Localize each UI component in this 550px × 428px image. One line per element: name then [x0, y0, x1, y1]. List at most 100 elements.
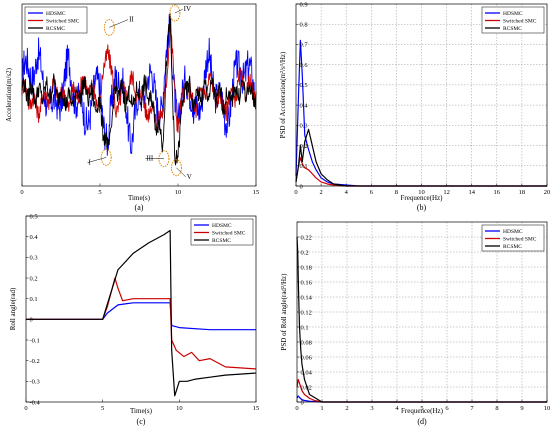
x-tick-label: 4: [395, 405, 399, 412]
annotation-label: III: [146, 155, 154, 163]
x-tick-label: 2: [345, 405, 348, 412]
y-tick-label: 0.12: [301, 309, 312, 316]
legend-label: HDSMC: [212, 223, 232, 229]
y-tick-label: 0.8: [300, 22, 308, 29]
legend-label: RCSMC: [503, 26, 522, 32]
x-tick-label: 20: [544, 189, 550, 196]
y-tick-label: 0.6: [300, 62, 309, 69]
y-tick-label: 0: [301, 399, 304, 406]
annotation-leader: [109, 19, 129, 28]
x-tick-label: 9: [520, 405, 523, 412]
x-tick-label: 6: [445, 405, 449, 412]
y-tick-label: 0.02: [301, 384, 312, 391]
x-tick-label: 5: [420, 405, 423, 412]
y-tick-label: 0.4: [300, 102, 309, 109]
y-tick-label: 0.1: [30, 296, 38, 303]
y-tick-label: 0.5: [30, 213, 38, 220]
x-tick-label: 8: [395, 189, 398, 196]
x-tick-label: 7: [470, 405, 474, 412]
panel-caption: (b): [417, 203, 427, 212]
legend-label: RCSMC: [503, 244, 522, 250]
legend-label: Switched SMC: [46, 19, 80, 25]
plot-frame: [21, 3, 257, 187]
y-tick-label: 0.3: [30, 255, 38, 262]
x-tick-label: 5: [101, 405, 104, 412]
plot-area: [26, 216, 256, 402]
y-tick-label: 0.9: [300, 1, 308, 8]
x-tick-label: 4: [345, 189, 349, 196]
x-tick-label: 15: [253, 189, 260, 196]
panel-caption: (d): [417, 417, 427, 426]
y-tick-label: -0.4: [30, 399, 41, 406]
y-tick-label: 0.3: [300, 123, 308, 130]
x-axis-label: Frequence(Hz): [401, 407, 444, 415]
panel-caption: (a): [135, 203, 144, 212]
x-tick-label: 0: [24, 405, 27, 412]
y-tick-label: 0.2: [301, 249, 309, 256]
chart-c: 0 5 10 15 -0.4 -0.3 -0.2 -0.1 0 0.1 0.2 0.3 0.4 0.5 Ti…: [9, 213, 259, 426]
annotation-marker: [100, 148, 112, 166]
x-axis-label: Frequence(Hz): [401, 194, 444, 202]
y-axis-label: Roll angle(rad): [9, 287, 17, 330]
annotation-label: IV: [184, 5, 191, 13]
legend-label: HDSMC: [503, 229, 523, 235]
y-tick-label: 0.22: [301, 234, 312, 241]
y-tick-label: 0.18: [301, 264, 312, 271]
y-tick-label: -0.1: [30, 337, 40, 344]
x-tick-label: 15: [253, 405, 260, 412]
series-line-hdsmc: [26, 302, 256, 331]
x-tick-label: 8: [495, 405, 498, 412]
chart-a: 0 5 10 15 Time(s) Acceleration(m/s2) (a) HDSMC S…: [5, 3, 260, 212]
series-line-switched-smc: [296, 378, 547, 403]
series-line-rcsmc: [26, 229, 257, 397]
annotation-leader: [176, 167, 186, 178]
x-tick-label: 5: [98, 189, 101, 196]
legend-label: HDSMC: [46, 11, 66, 17]
y-tick-label: 0.06: [301, 354, 313, 361]
x-tick-label: 18: [519, 189, 526, 196]
annotation-marker: [103, 18, 115, 36]
y-tick-label: 0.5: [300, 82, 308, 89]
series-line-rcsmc: [295, 128, 547, 187]
x-tick-label: 1: [320, 405, 323, 412]
y-tick-label: 0.7: [300, 42, 309, 49]
x-axis-label: Time(s): [130, 407, 153, 415]
y-tick-label: 0.04: [301, 369, 313, 376]
annotation-label: II: [129, 16, 134, 24]
y-tick-label: 0.1: [301, 324, 309, 331]
legend-label: Switched SMC: [503, 237, 537, 243]
x-tick-label: 0: [295, 405, 298, 412]
x-tick-label: 2: [319, 189, 322, 196]
y-tick-label: 0: [30, 317, 33, 324]
x-tick-label: 0: [294, 189, 297, 196]
x-tick-label: 12: [443, 189, 450, 196]
annotation-label: I: [89, 159, 92, 167]
legend-label: Switched SMC: [212, 231, 246, 237]
panel-caption: (c): [137, 417, 146, 426]
plot-frame: [25, 215, 257, 403]
series-line-rcsmc: [296, 236, 547, 403]
x-tick-label: 10: [544, 405, 550, 412]
x-tick-label: 6: [370, 189, 374, 196]
legend-label: RCSMC: [212, 238, 231, 244]
annotation-leader: [174, 8, 183, 14]
x-tick-label: 10: [176, 405, 183, 412]
series-line-hdsmc: [295, 39, 547, 187]
x-tick-label: 10: [418, 189, 425, 196]
y-tick-label: 0.2: [300, 143, 308, 150]
chart-b: 0 2 4 6 8 10 12 14 16 18 20 0 0.1 0.2 0.3 0.4 0.5 0.6 0.7 0…: [279, 1, 550, 212]
annotation-marker: [170, 159, 182, 177]
y-tick-label: 0.16: [301, 279, 313, 286]
legend-label: Switched SMC: [503, 19, 537, 25]
chart-d: 0 1 2 3 4 5 6 7 8 9 10 0 0.02 0.04 0.06 0.08 0.1 0.12 0.14…: [280, 221, 550, 426]
y-tick-label: 0: [300, 183, 303, 190]
y-tick-label: 0.08: [301, 339, 312, 346]
y-tick-label: 0.1: [300, 163, 308, 170]
x-tick-label: 0: [20, 189, 23, 196]
annotation-leader: [87, 157, 107, 163]
